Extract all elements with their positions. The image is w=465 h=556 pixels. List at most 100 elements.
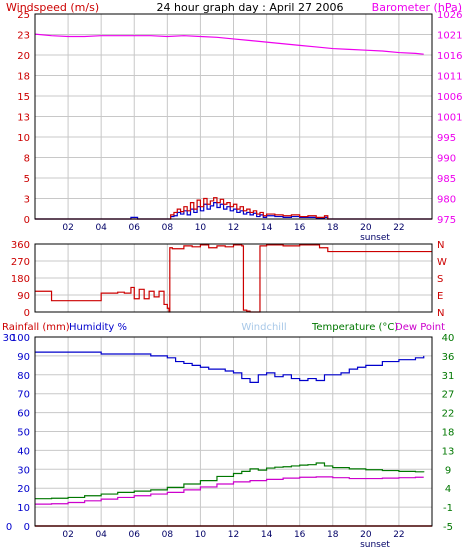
y-tick-label: 40 (442, 333, 455, 344)
panel2-frame (34, 243, 433, 313)
panel1-series (34, 33, 432, 220)
y-tick-label: W (437, 257, 447, 268)
y-tick-label: N (437, 240, 444, 251)
panel1-x-tick-labels: 02 04 06 08 10 12 14 16 18 20 22 (62, 223, 404, 233)
y-tick-label: 8 (24, 154, 30, 165)
panel3-gridlines (35, 337, 432, 526)
panel1-gridlines (35, 14, 432, 219)
y-tick-label: S (437, 274, 443, 285)
chart-title: 24 hour graph day : April 27 2006 (157, 1, 344, 14)
y-tick-label: 30 (3, 333, 16, 344)
barometer-tick-labels: 1026 1021 1016 1011 1006 1001 995 990 985 980 975 (437, 10, 462, 226)
panel2-gridlines (35, 244, 432, 312)
y-tick-label: 985 (437, 174, 456, 185)
x-tick-label: 14 (261, 530, 273, 540)
y-tick-label: 3 (24, 195, 30, 206)
y-tick-label: 10 (17, 503, 30, 514)
y-tick-label: 25 (17, 10, 30, 21)
windchill-label: Windchill (241, 322, 286, 333)
wind-direction-line (35, 244, 432, 313)
x-tick-label: 08 (162, 530, 174, 540)
barometer-line (34, 33, 424, 55)
y-tick-label: 60 (17, 409, 30, 420)
x-tick-label: 14 (261, 223, 273, 233)
y-tick-label: 180 (11, 274, 30, 285)
panel1-frame (34, 13, 433, 220)
y-tick-label: 5 (24, 174, 30, 185)
y-tick-label: E (437, 291, 443, 302)
sunset-label: sunset (360, 233, 390, 243)
x-tick-label: 20 (360, 530, 372, 540)
y-tick-label: -5 (443, 522, 453, 533)
y-tick-label: N (437, 308, 444, 319)
y-tick-label: 360 (11, 240, 30, 251)
x-tick-label: 02 (62, 530, 73, 540)
y-tick-label: 990 (437, 154, 456, 165)
y-tick-label: 270 (11, 257, 30, 268)
wind-gust-line (35, 197, 432, 220)
dew-point-label: Dew Point (395, 322, 445, 333)
y-tick-label: 0 (24, 308, 30, 319)
x-tick-label: 12 (228, 530, 239, 540)
direction-degree-labels: 360 270 180 90 0 (11, 240, 30, 319)
y-tick-label: 995 (437, 133, 456, 144)
y-tick-label: 27 (442, 390, 455, 401)
temperature-label: Temperature (°C) (311, 322, 398, 333)
y-tick-label: 30 (17, 465, 30, 476)
y-tick-label: 18 (442, 428, 455, 439)
panel3-x-tick-labels: 02 04 06 08 10 12 14 16 18 20 22 (62, 530, 404, 540)
x-tick-label: 22 (393, 223, 404, 233)
y-tick-label: 1016 (437, 51, 462, 62)
wind-barometer-panel: Windspeed (m/s) 24 hour graph day : Apri… (6, 1, 462, 243)
x-tick-label: 06 (129, 530, 141, 540)
rainfall-axis-title: Rainfall (mm) (2, 322, 70, 333)
y-tick-label: 36 (442, 352, 455, 363)
y-tick-label: 0 (6, 522, 12, 533)
y-tick-label: 1026 (437, 10, 462, 21)
panel2-series (35, 244, 432, 313)
y-tick-label: 13 (17, 113, 30, 124)
y-tick-label: 80 (17, 371, 30, 382)
x-tick-label: 18 (327, 530, 339, 540)
x-tick-label: 06 (129, 223, 141, 233)
y-tick-label: 100 (11, 333, 30, 344)
y-tick-label: 980 (437, 195, 456, 206)
y-tick-label: 9 (445, 465, 451, 476)
temperature-humidity-panel: Rainfall (mm) Humidity % Windchill Tempe… (2, 322, 454, 550)
sunset-label: sunset (360, 540, 390, 550)
x-tick-label: 12 (228, 223, 239, 233)
y-tick-label: 90 (17, 352, 30, 363)
windspeed-axis-title: Windspeed (m/s) (6, 1, 99, 14)
y-tick-label: 1006 (437, 92, 462, 103)
y-tick-label: 20 (17, 51, 30, 62)
temperature-tick-labels: 40 36 31 27 22 18 13 9 4 -1 -5 (442, 333, 455, 533)
x-tick-label: 10 (195, 223, 207, 233)
x-tick-label: 16 (294, 530, 306, 540)
dew-point-line (35, 476, 424, 505)
y-tick-label: 10 (17, 133, 30, 144)
windspeed-tick-labels: 25 23 20 18 15 13 10 8 5 3 0 (17, 10, 30, 226)
y-tick-label: 0 (24, 215, 30, 226)
y-tick-label: 0 (24, 522, 30, 533)
y-tick-label: 1021 (437, 31, 462, 42)
x-tick-label: 20 (360, 223, 372, 233)
y-tick-label: 50 (17, 428, 30, 439)
x-tick-label: 04 (95, 530, 107, 540)
barometer-axis-title: Barometer (hPa) (372, 1, 462, 14)
y-tick-label: 15 (17, 92, 30, 103)
y-tick-label: -1 (443, 503, 453, 514)
x-tick-label: 22 (393, 530, 404, 540)
wind-average-line (35, 202, 432, 220)
x-tick-label: 18 (327, 223, 339, 233)
x-tick-label: 08 (162, 223, 174, 233)
y-tick-label: 4 (445, 484, 451, 495)
x-tick-label: 02 (62, 223, 73, 233)
y-tick-label: 40 (17, 446, 30, 457)
y-tick-label: 22 (442, 409, 455, 420)
y-tick-label: 20 (17, 484, 30, 495)
x-tick-label: 10 (195, 530, 207, 540)
y-tick-label: 90 (17, 291, 30, 302)
